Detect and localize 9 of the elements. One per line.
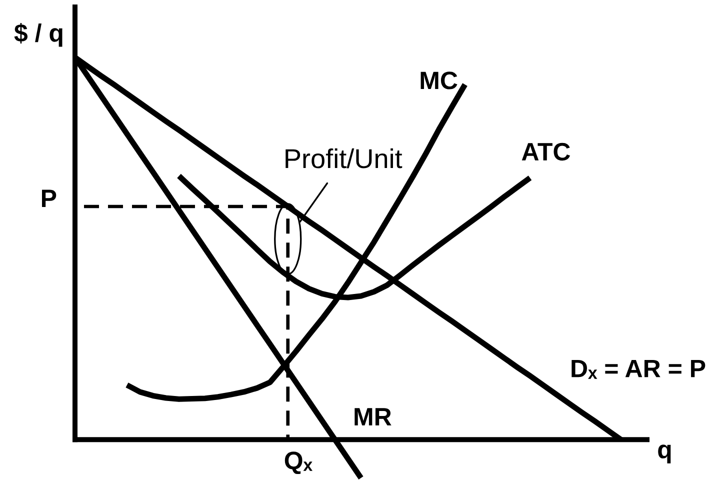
series-label: MC <box>420 72 458 90</box>
ref-line-label: P <box>42 190 56 207</box>
annotation: Profit/Unit <box>286 148 402 168</box>
series-label: MR <box>354 408 392 426</box>
x-axis-title: q <box>658 444 671 464</box>
y-axis-title: $ / q <box>14 23 62 47</box>
series-label: Dₓ = AR = P <box>572 360 706 379</box>
series-label: ATC <box>522 142 570 161</box>
annotation: Qₓ <box>284 452 312 474</box>
